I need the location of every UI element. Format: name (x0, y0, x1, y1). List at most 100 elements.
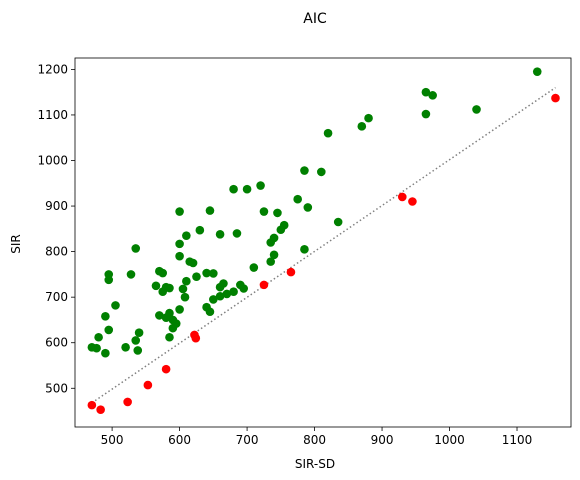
data-point (131, 244, 141, 253)
data-point (205, 206, 215, 215)
x-tick-label: 800 (303, 433, 326, 447)
data-point (134, 328, 144, 338)
y-tick-label: 600 (45, 336, 68, 350)
data-point (161, 313, 171, 322)
data-point (168, 323, 178, 333)
data-point (397, 192, 407, 202)
data-point (317, 167, 326, 177)
data-point (222, 289, 232, 299)
reference-line (91, 86, 556, 404)
plot-frame (74, 57, 572, 428)
data-point (155, 311, 164, 320)
plot-background (75, 58, 571, 427)
data-point (87, 400, 97, 410)
x-tick-label: 900 (371, 433, 394, 447)
data-point (175, 207, 184, 216)
data-point (300, 166, 309, 175)
data-point (158, 268, 168, 278)
data-point (323, 128, 333, 138)
data-point (532, 67, 542, 76)
data-point (202, 268, 211, 278)
x-tick-label: 1000 (434, 433, 465, 447)
data-point (195, 225, 205, 235)
data-point (192, 272, 201, 281)
data-point (273, 208, 282, 218)
x-axis-label: SIR-SD (295, 457, 335, 471)
data-point (175, 305, 184, 314)
data-point (161, 364, 171, 374)
data-point (131, 336, 141, 345)
x-tick-label: 700 (236, 433, 259, 447)
data-point (215, 230, 225, 239)
data-point (256, 181, 265, 190)
data-point (96, 405, 105, 414)
data-point (421, 109, 431, 119)
data-point (286, 267, 296, 277)
y-tick-label: 1200 (37, 62, 68, 76)
data-point (101, 312, 110, 321)
data-point (364, 113, 373, 123)
data-point (121, 342, 130, 352)
data-point (143, 380, 153, 390)
data-point (266, 238, 276, 247)
data-point (92, 343, 101, 353)
data-point (300, 245, 309, 254)
data-point (333, 217, 343, 227)
data-point (249, 263, 259, 272)
y-axis: 500 600 700 800 900 1000 1100 1200 (37, 62, 75, 395)
data-point (357, 122, 367, 131)
data-point (259, 207, 269, 216)
data-point (209, 295, 218, 304)
data-point (188, 258, 198, 268)
data-point (178, 284, 188, 294)
data-point (239, 284, 249, 293)
data-point (104, 325, 114, 335)
data-point (165, 283, 174, 293)
data-point (182, 231, 191, 240)
data-point (158, 287, 168, 297)
data-point (408, 197, 417, 206)
y-tick-label: 700 (45, 290, 68, 304)
data-point (165, 332, 174, 342)
x-axis: 500 600 700 800 900 1000 1100 (101, 427, 533, 447)
data-point (205, 307, 215, 317)
data-point (133, 346, 143, 355)
x-tick-label: 500 (101, 433, 124, 447)
data-point (242, 184, 252, 194)
data-point (551, 93, 560, 103)
y-tick-label: 1000 (37, 154, 68, 168)
y-tick-label: 800 (45, 245, 68, 259)
data-point (472, 105, 481, 114)
data-point (259, 280, 269, 290)
y-tick-label: 500 (45, 381, 68, 395)
data-point (229, 184, 238, 194)
x-tick-label: 1100 (502, 433, 533, 447)
data-point (232, 229, 242, 238)
chart-title: AIC (303, 11, 327, 27)
y-tick-label: 1100 (37, 108, 68, 122)
data-point (269, 250, 279, 260)
data-point (219, 279, 228, 288)
data-point (182, 276, 191, 286)
data-point (175, 239, 184, 249)
data-point (180, 292, 190, 302)
data-point (94, 332, 103, 342)
data-point (428, 91, 437, 100)
data-point (229, 287, 238, 297)
data-point (111, 301, 120, 310)
y-axis-label: SIR (9, 234, 23, 254)
data-point (175, 251, 184, 261)
series-1 (87, 93, 560, 414)
plot-area (74, 57, 572, 428)
series-0 (87, 67, 542, 358)
data-point (126, 270, 136, 279)
data-point (191, 333, 201, 343)
data-point (293, 194, 302, 204)
data-point (104, 275, 114, 285)
data-point (276, 225, 286, 235)
data-point (303, 203, 313, 212)
data-point (101, 348, 110, 358)
data-point (215, 291, 225, 301)
